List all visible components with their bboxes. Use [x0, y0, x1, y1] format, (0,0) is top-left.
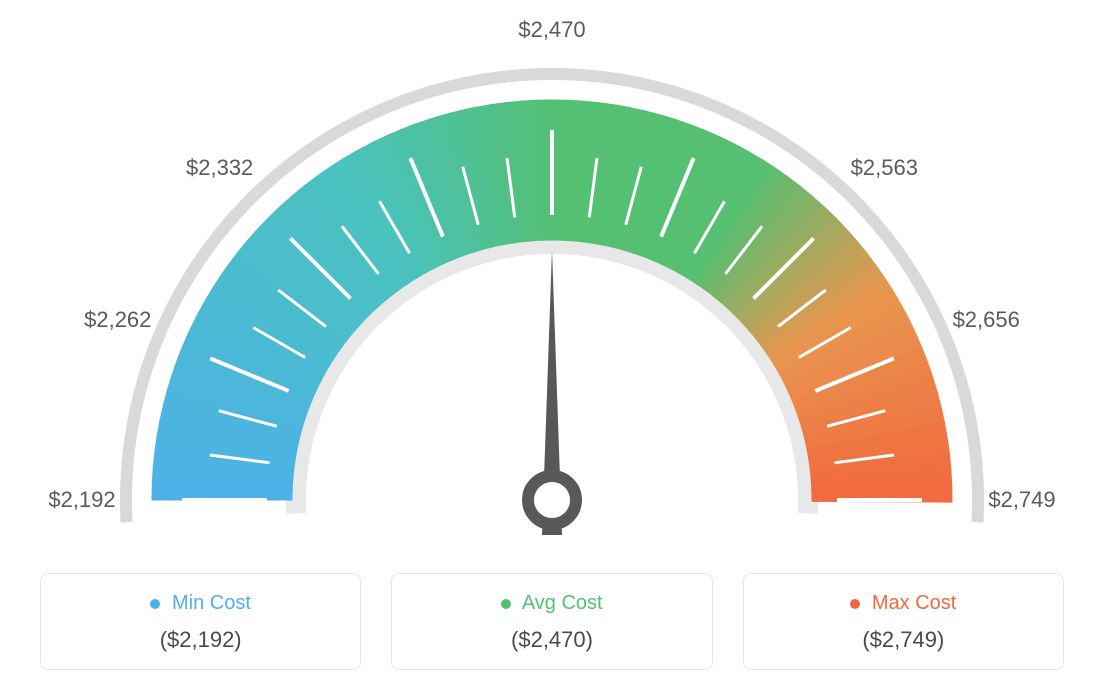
gauge-area: $2,192 $2,262 $2,332 $2,470 $2,563 $2,656 $2,7… [0, 0, 1104, 540]
tick-label: $2,563 [851, 155, 918, 181]
legend-title-min: Min Cost [51, 592, 350, 615]
legend-box-max: Max Cost ($2,749) [743, 573, 1064, 670]
tick-label: $2,262 [84, 307, 151, 333]
dot-icon [850, 599, 860, 609]
legend-title-max: Max Cost [754, 592, 1053, 615]
tick-label: $2,192 [48, 487, 115, 513]
gauge-chart-container: $2,192 $2,262 $2,332 $2,470 $2,563 $2,656 $2,7… [0, 0, 1104, 690]
legend-value-avg: ($2,470) [402, 627, 701, 653]
gauge-svg [0, 0, 1104, 540]
tick-label: $2,332 [186, 155, 253, 181]
legend-label: Max Cost [872, 592, 956, 614]
tick-label: $2,749 [988, 487, 1055, 513]
legend-label: Avg Cost [522, 592, 603, 614]
legend-value-min: ($2,192) [51, 627, 350, 653]
tick-label: $2,470 [518, 17, 585, 43]
legend-label: Min Cost [172, 592, 251, 614]
legend-value-max: ($2,749) [754, 627, 1053, 653]
legend-box-avg: Avg Cost ($2,470) [391, 573, 712, 670]
tick-label: $2,656 [953, 307, 1020, 333]
legend-row: Min Cost ($2,192) Avg Cost ($2,470) Max … [0, 573, 1104, 670]
dot-icon [150, 599, 160, 609]
legend-box-min: Min Cost ($2,192) [40, 573, 361, 670]
legend-title-avg: Avg Cost [402, 592, 701, 615]
dot-icon [501, 599, 511, 609]
